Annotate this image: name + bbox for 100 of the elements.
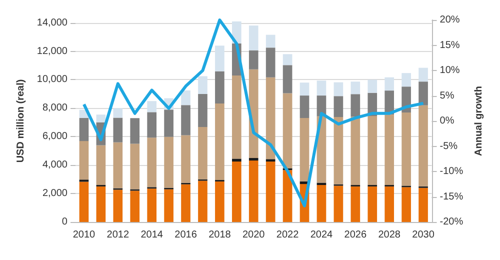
y2-tick-label: -10% [440, 166, 464, 177]
bar [147, 101, 156, 112]
bar [282, 93, 292, 168]
x-tick-label: 2030 [412, 230, 435, 240]
bar [232, 158, 242, 162]
bar [130, 118, 140, 144]
x-tick-label: 2024 [310, 230, 334, 240]
bar [232, 75, 242, 159]
y-tick-label: 0 [62, 216, 68, 228]
x-tick-label: 2022 [276, 230, 300, 240]
bar [181, 184, 190, 222]
bar [384, 186, 394, 222]
bar [300, 118, 310, 182]
y2-tick-label: -20% [440, 216, 464, 228]
bar [79, 182, 89, 222]
bar [350, 186, 360, 222]
y2-tick-label: -5% [440, 140, 458, 152]
bar [215, 104, 224, 180]
x-tick-label: 2020 [242, 230, 266, 240]
bar [402, 73, 411, 87]
bar [215, 71, 224, 104]
bar [300, 82, 310, 96]
bar [266, 48, 276, 78]
bar [130, 190, 140, 222]
bar [266, 77, 276, 160]
bar [418, 188, 428, 222]
bar [368, 186, 378, 222]
bar [232, 162, 242, 222]
bar [96, 186, 106, 222]
y-tick-label: 12,000 [36, 46, 68, 57]
bar [402, 112, 411, 186]
bar [368, 116, 378, 186]
y2-tick-label: 15% [440, 40, 460, 51]
bar [113, 190, 123, 222]
bar [334, 82, 344, 96]
bar [79, 141, 89, 180]
y2-tick-label: 0% [440, 116, 454, 126]
bar [96, 114, 106, 122]
bar [113, 118, 123, 142]
bar [350, 94, 360, 117]
bar [198, 180, 208, 222]
y-tick-label: 2,000 [42, 188, 68, 200]
y2-tick-label: -15% [440, 191, 464, 202]
bar [384, 77, 394, 91]
bar [402, 187, 411, 222]
bar [266, 159, 276, 162]
bar [79, 118, 89, 142]
bar [300, 96, 310, 118]
y2-axis-title: Annual growth [474, 86, 484, 156]
bar [282, 54, 292, 66]
bar [418, 105, 428, 186]
bar [334, 117, 344, 184]
x-tick-label: 2014 [140, 230, 164, 240]
bar [384, 114, 394, 186]
bar [266, 162, 276, 222]
bar [164, 110, 174, 137]
x-tick-label: 2010 [72, 230, 96, 240]
bar [248, 158, 258, 161]
x-tick-label: 2026 [344, 230, 367, 240]
y-tick-label: 6,000 [42, 131, 68, 142]
x-tick-label: 2028 [378, 230, 401, 240]
bar [418, 68, 428, 82]
bar [113, 142, 123, 188]
bar [316, 185, 326, 222]
bar [316, 80, 326, 96]
y-tick-label: 14,000 [36, 17, 68, 28]
line-series [82, 18, 425, 208]
bar [266, 34, 276, 48]
bar [248, 26, 258, 50]
x-tick-label: 2016 [174, 230, 198, 240]
bar [368, 80, 378, 93]
bar [248, 50, 258, 70]
bar [181, 105, 190, 136]
y2-tick-label: 5% [440, 90, 454, 102]
bar [181, 90, 190, 106]
x-tick-label: 2018 [208, 230, 232, 240]
bar [198, 94, 208, 127]
bar [198, 76, 208, 94]
bar [164, 136, 174, 188]
y2-tick-label: 20% [440, 14, 460, 26]
bar [181, 135, 190, 183]
y-tick-label: 4,000 [42, 160, 68, 171]
y-axis-title: USD million (real) [16, 79, 26, 163]
bar [147, 138, 156, 188]
x-tick-label: 2012 [106, 230, 130, 240]
bar [113, 108, 123, 118]
bar [418, 82, 428, 106]
bar [334, 186, 344, 222]
y-tick-label: 10,000 [36, 74, 68, 86]
bar [282, 65, 292, 94]
bar [147, 112, 156, 138]
bar [316, 182, 326, 186]
y-tick-label: 8,000 [42, 102, 68, 114]
bar [248, 160, 258, 222]
bar [198, 126, 208, 180]
bar [350, 116, 360, 186]
bar [350, 82, 360, 94]
bar [96, 145, 106, 186]
bar [215, 181, 224, 222]
bar [334, 96, 344, 118]
